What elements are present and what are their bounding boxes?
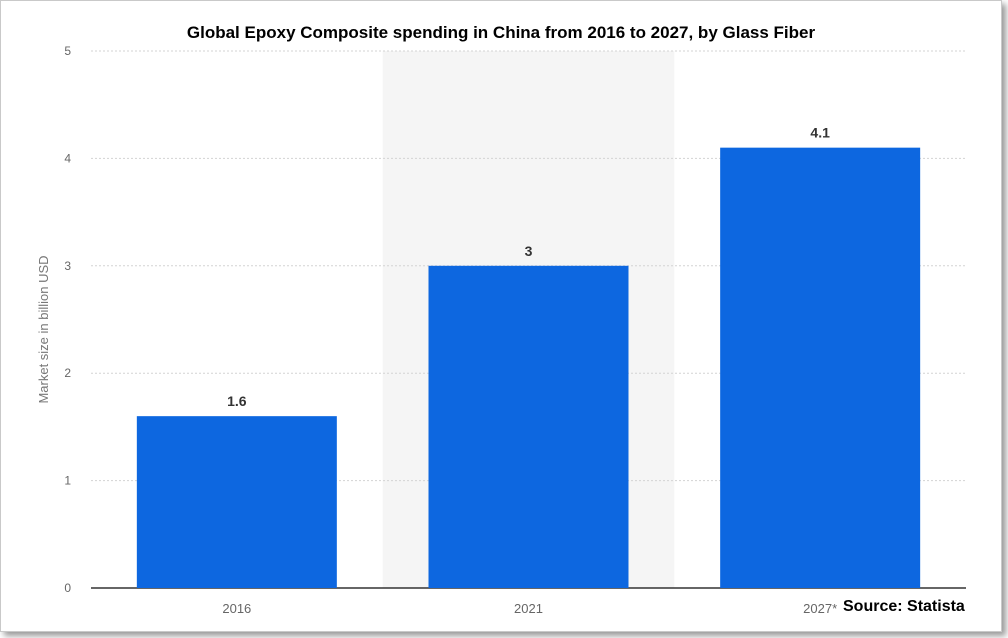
bar-chart: 0 1 2 3 4 5 Market size in billion USD 1.6 2016 3… xyxy=(36,44,966,616)
y-tick-label: 5 xyxy=(64,44,71,58)
x-tick-label: 2027* xyxy=(803,601,837,616)
y-tick-label: 4 xyxy=(64,151,71,165)
bar xyxy=(136,416,337,588)
bar xyxy=(720,147,921,588)
x-tick-label: 2021 xyxy=(514,601,543,616)
data-label: 3 xyxy=(525,243,533,259)
data-label: 1.6 xyxy=(227,393,247,409)
y-tick-label: 2 xyxy=(64,366,71,380)
bar xyxy=(428,265,629,588)
chart-title: Global Epoxy Composite spending in China… xyxy=(186,23,816,42)
data-label: 4.1 xyxy=(810,125,830,141)
y-tick-label: 0 xyxy=(64,581,71,595)
y-tick-label: 1 xyxy=(64,474,71,488)
y-axis-title: Market size in billion USD xyxy=(36,255,51,403)
x-tick-label: 2016 xyxy=(222,601,251,616)
source-note: Source: Statista xyxy=(843,598,965,615)
y-tick-label: 3 xyxy=(64,259,71,273)
